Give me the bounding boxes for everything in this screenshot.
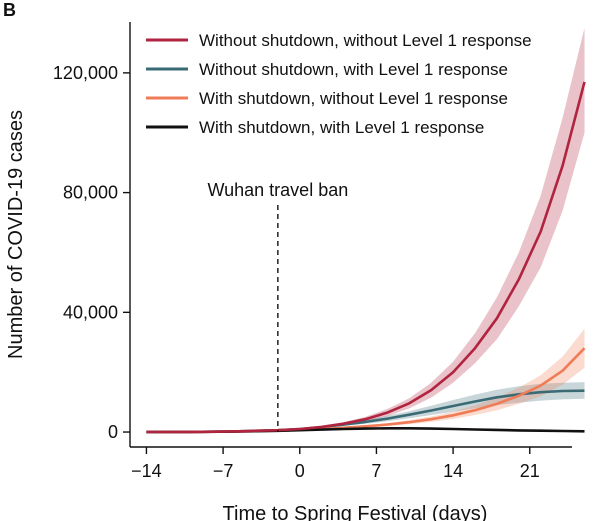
x-tick-label: 21 bbox=[520, 461, 540, 481]
y-axis-label: Number of COVID-19 cases bbox=[5, 110, 27, 359]
x-tick-label: 14 bbox=[443, 461, 463, 481]
y-tick-label: 40,000 bbox=[63, 302, 118, 322]
y-tick-label: 120,000 bbox=[53, 63, 118, 83]
confidence-band-3 bbox=[146, 328, 585, 432]
legend-label-1: Without shutdown, without Level 1 respon… bbox=[199, 31, 532, 50]
legend-label-3: With shutdown, without Level 1 response bbox=[199, 89, 508, 108]
series-lines bbox=[146, 81, 586, 434]
legend: Without shutdown, without Level 1 respon… bbox=[146, 31, 532, 137]
legend-label-2: Without shutdown, with Level 1 response bbox=[199, 60, 508, 79]
x-tick-label: 0 bbox=[295, 461, 305, 481]
x-tick-label: −14 bbox=[131, 461, 162, 481]
y-tick-label: 80,000 bbox=[63, 183, 118, 203]
series-line-1 bbox=[146, 81, 586, 434]
axes bbox=[129, 22, 572, 448]
panel-label: B bbox=[3, 0, 16, 20]
travel-ban-label: Wuhan travel ban bbox=[207, 180, 348, 200]
x-axis-label: Time to Spring Festival (days) bbox=[223, 503, 488, 521]
y-ticks: 0 40,000 80,000 120,000 bbox=[53, 63, 130, 442]
x-tick-label: 7 bbox=[371, 461, 381, 481]
y-tick-label: 0 bbox=[108, 422, 118, 442]
x-tick-label: −7 bbox=[213, 461, 234, 481]
x-ticks: −14 −7 0 7 14 21 bbox=[131, 447, 540, 481]
legend-label-4: With shutdown, with Level 1 response bbox=[199, 118, 484, 137]
